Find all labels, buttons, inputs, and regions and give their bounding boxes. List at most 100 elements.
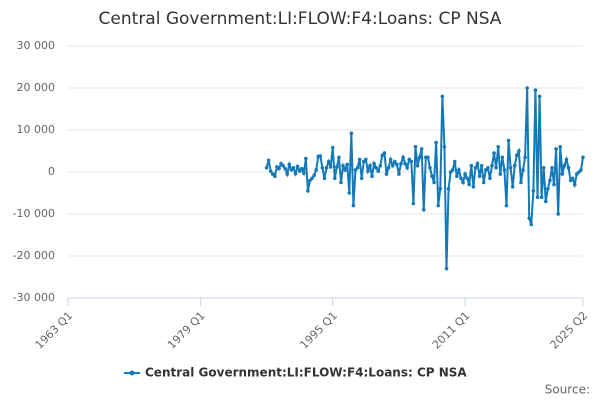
point (430, 174, 434, 178)
point (266, 158, 271, 163)
point (347, 191, 352, 195)
point (546, 187, 550, 191)
source: Source: (545, 383, 590, 397)
point (328, 165, 333, 169)
point (318, 154, 323, 158)
point (345, 162, 350, 167)
point (335, 165, 339, 169)
y-tick-label: 10 000 (17, 123, 56, 136)
point (351, 203, 356, 208)
point (268, 169, 273, 173)
point (314, 168, 318, 172)
point (442, 145, 447, 149)
point (366, 169, 370, 173)
point (306, 189, 310, 193)
point (564, 157, 569, 162)
point (281, 163, 285, 168)
point (550, 166, 554, 170)
point (543, 199, 548, 204)
point (390, 163, 395, 168)
point (502, 168, 507, 172)
point (285, 172, 290, 176)
point (341, 163, 345, 168)
chart-title: Central Government:LI:FLOW:F4:Loans: CP … (99, 9, 502, 29)
point (517, 149, 521, 153)
point (444, 266, 449, 271)
point (467, 182, 472, 187)
point (324, 166, 329, 170)
point (554, 147, 558, 151)
legend-marker (129, 370, 135, 376)
point (295, 164, 300, 169)
point (386, 166, 391, 170)
y-tick-label: 20 000 (17, 81, 56, 94)
point (463, 172, 467, 176)
point (465, 176, 469, 181)
point (333, 176, 337, 181)
point (330, 145, 335, 150)
point (488, 176, 492, 181)
point (421, 208, 426, 212)
point (419, 147, 424, 151)
point (432, 180, 436, 185)
point (401, 155, 405, 160)
point (531, 189, 536, 193)
y-tick-label: -10 000 (13, 207, 55, 220)
point (384, 172, 389, 176)
point (473, 166, 478, 170)
point (403, 161, 407, 166)
point (417, 155, 422, 160)
point (541, 166, 546, 170)
point (343, 168, 347, 172)
series-line (265, 87, 584, 269)
point (312, 173, 316, 178)
y-tick-label: -20 000 (13, 249, 55, 262)
point (457, 168, 461, 172)
point (562, 163, 567, 168)
point (525, 86, 529, 90)
point (579, 168, 583, 172)
point (469, 163, 474, 168)
point (446, 187, 451, 191)
point (409, 159, 414, 164)
point (504, 203, 509, 208)
point (405, 166, 409, 170)
point (452, 159, 457, 164)
point (277, 166, 281, 171)
point (500, 155, 505, 160)
point (498, 172, 503, 176)
point (477, 174, 482, 178)
point (510, 184, 515, 189)
point (287, 162, 292, 167)
point (299, 166, 304, 171)
point (535, 195, 540, 199)
point (355, 166, 360, 170)
x-tick-label: 2025 Q2 (548, 309, 591, 352)
point (494, 166, 498, 170)
y-tick-label: 30 000 (17, 39, 56, 52)
point (297, 169, 302, 173)
point (264, 166, 269, 170)
point (552, 182, 556, 187)
point (570, 176, 575, 181)
point (395, 162, 399, 167)
point (490, 163, 494, 168)
point (283, 166, 287, 171)
point (479, 163, 484, 168)
point (556, 212, 560, 216)
point (434, 140, 438, 145)
point (438, 187, 443, 191)
point (426, 155, 430, 160)
point (481, 180, 486, 185)
legend-label: Central Government:LI:FLOW:F4:Loans: CP … (145, 366, 467, 380)
point (293, 171, 298, 176)
y-tick-label: -30 000 (13, 291, 55, 304)
point (322, 176, 327, 181)
point (428, 166, 432, 170)
point (376, 169, 381, 173)
point (461, 180, 465, 185)
point (382, 151, 387, 155)
point (519, 180, 523, 185)
point (301, 171, 306, 176)
point (581, 155, 585, 160)
